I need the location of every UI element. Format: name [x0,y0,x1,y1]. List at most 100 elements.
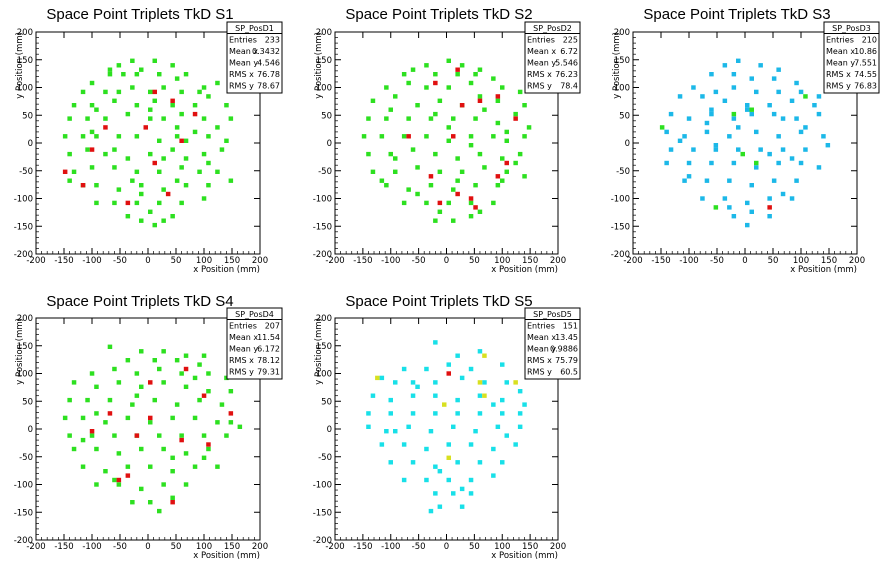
histogram-bin [682,178,687,183]
y-axis-label: y Position (mm) [314,32,324,99]
histogram-bin-high [183,366,189,372]
histogram-bin [433,72,438,77]
y-tick-label: 100 [17,370,33,380]
histogram-bin [821,134,826,139]
histogram-bin [206,160,211,166]
histogram-bin [125,156,131,161]
x-axis-label: x Position (mm) [193,551,260,561]
histogram-bin [731,160,737,166]
histogram-bin [517,89,523,95]
histogram-bin [522,103,527,108]
histogram-bin [224,103,229,108]
stats-name: SP_PosD3 [832,24,871,33]
histogram-bin [749,183,754,188]
histogram-bin [192,464,198,469]
x-tick-label: 0 [742,256,747,266]
histogram-bin [517,151,523,157]
histogram-bin [455,397,460,403]
histogram-bin [709,111,714,117]
histogram-bin [161,482,166,487]
histogram-bin [67,151,72,157]
histogram-bin [459,63,465,68]
x-tick-label: 100 [196,542,212,552]
histogram-bin [116,482,122,487]
x-tick-label: 150 [522,256,538,266]
histogram-bin-high [179,437,184,443]
histogram-bin [473,429,478,434]
histogram-bin [415,191,420,197]
histogram-bin [459,486,465,492]
histogram-bin [157,433,162,438]
histogram-bin [754,165,759,170]
histogram-bin-high [767,205,772,210]
histogram-bin [183,72,189,77]
histogram-bin [215,169,220,174]
histogram-bin [504,129,509,135]
histogram-bin [170,103,175,108]
histogram-bin [682,134,687,139]
histogram-bin [183,183,189,188]
histogram-bin [424,63,429,68]
histogram-bin [700,94,705,99]
histogram-bin [67,397,72,403]
histogram-bin [767,214,772,219]
histogram-bin [157,508,162,514]
histogram-bin [174,402,180,407]
histogram-bin [451,187,456,192]
histogram-bin [401,442,407,447]
y-tick-label: -150 [14,222,33,232]
histogram-bin [731,214,737,219]
histogram-bin [152,397,157,403]
x-tick-label: 50 [171,256,182,266]
histogram-bin [664,160,669,166]
stats-value: 78.4 [560,82,578,91]
x-tick-label: 100 [793,256,809,266]
stats-box: SP_PosD4 Entries 207 Mean x 11.54 Mean y 6.172… [226,307,283,380]
histogram-bin-high [116,477,122,483]
histogram-bin-high [495,174,501,179]
histogram-bin [455,178,460,183]
histogram-bin [80,437,86,443]
x-tick-label: 0 [145,256,150,266]
histogram-bin [745,107,750,112]
histogram-bin [201,455,207,460]
histogram-bin [677,94,683,99]
y-tick-label: -50 [19,167,33,177]
histogram-bin [388,397,393,403]
histogram-bin [148,89,153,95]
histogram-bin [161,349,166,354]
histogram-bin-high [80,183,86,188]
x-tick-label: 200 [550,256,566,266]
histogram-bin [526,125,532,130]
x-tick-label: 200 [252,542,268,552]
x-tick-label: 200 [550,542,566,552]
histogram-bin-high [152,89,157,95]
histogram-bin [94,183,99,188]
stats-value: 76.23 [555,70,578,79]
y-tick-label: 50 [321,397,332,407]
histogram-bin-medium [446,455,451,460]
histogram-bin [691,147,696,152]
histogram-bin [727,205,732,210]
histogram-bin [85,397,90,403]
histogram-bin [183,384,189,389]
histogram-bin [125,415,131,421]
histogram-bin [71,169,77,174]
histogram-bin [112,147,117,152]
histogram-bin [134,134,140,139]
histogram-bin [424,477,429,483]
histogram-bin [794,178,799,183]
x-tick-label: 100 [494,542,510,552]
histogram-bin [816,111,822,117]
histogram-bin [468,80,474,86]
x-tick-label: 0 [444,256,449,266]
histogram-bin [468,491,474,496]
histogram-bin [379,178,385,183]
histogram-bin [415,384,420,389]
histogram-bin [67,178,72,183]
histogram-bin [406,424,411,429]
histogram-bin [513,111,518,117]
y-tick-label: -150 [313,222,332,232]
stats-value: 79.31 [257,368,280,377]
histogram-bin [473,72,478,77]
